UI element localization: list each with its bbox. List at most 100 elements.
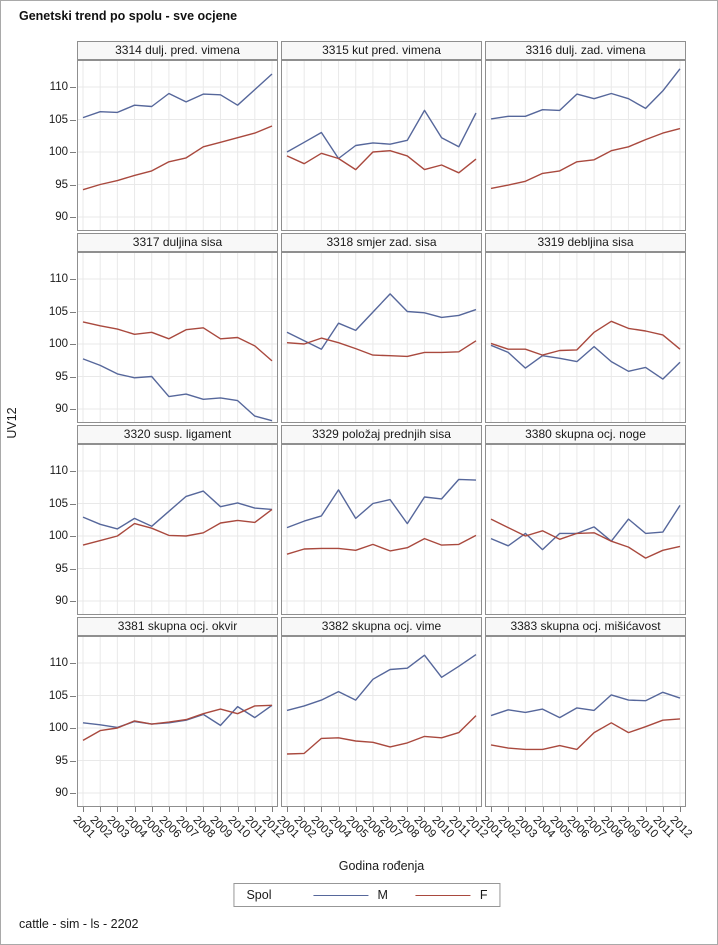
y-tick-mark	[70, 184, 76, 186]
y-tick-label: 95	[55, 178, 68, 191]
x-tick-mark	[628, 807, 630, 812]
panel-plot	[77, 444, 278, 615]
y-axis-ticks-row2: 110 105 100 95 90	[39, 233, 77, 425]
y-tick-mark	[70, 503, 76, 505]
y-tick-mark	[70, 87, 76, 88]
series-line-M	[286, 478, 477, 529]
y-tick-label: 100	[48, 530, 68, 542]
y-tick-label: 110	[49, 273, 68, 285]
y-tick-mark	[70, 152, 76, 153]
series-line-M	[286, 654, 477, 712]
panel-title: 3314 dulj. pred. vimena	[77, 41, 278, 60]
x-tick-mark	[476, 807, 477, 812]
y-tick-label: 90	[55, 211, 68, 223]
y-tick-label: 95	[55, 370, 68, 383]
legend-title: Spol	[246, 888, 272, 902]
y-tick-mark	[70, 376, 76, 378]
y-tick-label: 105	[48, 113, 68, 126]
series-line-F	[490, 320, 681, 356]
x-tick-mark	[220, 807, 222, 812]
y-tick-mark	[70, 601, 76, 602]
panel-plot	[77, 252, 278, 423]
legend-item-f: F	[415, 888, 488, 902]
panel-title: 3380 skupna ocj. noge	[485, 425, 686, 444]
series-line-F	[286, 149, 477, 174]
panel-plot	[281, 252, 482, 423]
x-tick-mark	[254, 807, 256, 812]
panel-title: 3317 duljina sisa	[77, 233, 278, 252]
x-tick-mark	[662, 807, 664, 812]
y-tick-label: 90	[55, 595, 68, 607]
legend-line-m-icon	[313, 894, 369, 896]
panel-plot	[77, 636, 278, 807]
x-tick-mark	[168, 807, 170, 812]
chart-panel-3383: 3383 skupna ocj. mišićavost	[485, 617, 686, 807]
panel-title: 3319 debljina sisa	[485, 233, 686, 252]
series-line-M	[286, 293, 477, 350]
x-tick-mark	[525, 807, 527, 812]
series-line-F	[82, 508, 273, 546]
chart-panel-3380: 3380 skupna ocj. noge	[485, 425, 686, 615]
y-tick-mark	[70, 663, 76, 664]
panel-title: 3320 susp. ligament	[77, 425, 278, 444]
chart-panel-3315: 3315 kut pred. vimena	[281, 41, 482, 231]
series-line-M	[490, 68, 681, 120]
chart-panel-3317: 3317 duljina sisa	[77, 233, 278, 423]
x-tick-mark	[407, 807, 409, 812]
chart-panel-3319: 3319 debljina sisa	[485, 233, 686, 423]
chart-panel-3329: 3329 položaj prednjih sisa	[281, 425, 482, 615]
series-line-M	[490, 691, 681, 719]
x-tick-mark	[151, 807, 153, 812]
y-axis-ticks-row1: 110 105 100 95 90	[39, 41, 77, 233]
panel-plot	[281, 636, 482, 807]
y-tick-mark	[70, 536, 76, 537]
series-line-F	[82, 321, 273, 362]
panel-title: 3318 smjer zad. sisa	[281, 233, 482, 252]
series-line-F	[286, 534, 477, 555]
y-tick-label: 90	[55, 403, 68, 415]
x-tick-mark	[559, 807, 561, 812]
chart-panel-3318: 3318 smjer zad. sisa	[281, 233, 482, 423]
x-tick-mark	[338, 807, 340, 812]
y-tick-label: 105	[48, 305, 68, 318]
series-line-M	[490, 505, 681, 551]
x-tick-mark	[491, 807, 492, 812]
panel-plot	[485, 60, 686, 231]
x-tick-mark	[272, 807, 273, 812]
x-axis-ticks-col1: 2001 2002 2003 2004 2005 2006 2007 2008 2009 2010…	[71, 807, 286, 859]
y-tick-label: 105	[48, 689, 68, 702]
series-line-M	[82, 490, 273, 530]
panel-title: 3383 skupna ocj. mišićavost	[485, 617, 686, 636]
x-tick-mark	[645, 807, 647, 812]
y-tick-label: 90	[55, 787, 68, 799]
y-axis-ticks-row4: 110 105 100 95 90	[39, 617, 77, 809]
series-line-M	[82, 73, 273, 119]
x-tick-mark	[372, 807, 374, 812]
panel-title: 3381 skupna ocj. okvir	[77, 617, 278, 636]
x-axis-ticks-col3: 2001 2002 2003 2004 2005 2006 2007 2008 2009 2010…	[479, 807, 694, 859]
x-tick-mark	[134, 807, 136, 812]
x-tick-mark	[390, 807, 392, 812]
x-tick-label: 2012	[667, 814, 695, 841]
chart-panel-3382: 3382 skupna ocj. vime	[281, 617, 482, 807]
y-tick-label: 110	[49, 657, 68, 669]
x-tick-mark	[117, 807, 119, 812]
chart-panel-3314: 3314 dulj. pred. vimena	[77, 41, 278, 231]
x-tick-mark	[424, 807, 426, 812]
figure-title: Genetski trend po spolu - sve ocjene	[19, 9, 238, 23]
series-line-F	[82, 704, 273, 742]
panel-title: 3315 kut pred. vimena	[281, 41, 482, 60]
y-tick-mark	[70, 471, 76, 472]
y-tick-mark	[70, 311, 76, 313]
panel-plot	[281, 444, 482, 615]
x-axis-ticks-col2: 2001 2002 2003 2004 2005 2006 2007 2008 2009 2010…	[275, 807, 490, 859]
series-line-M	[82, 358, 273, 422]
x-tick-mark	[680, 807, 681, 812]
y-tick-label: 110	[49, 81, 68, 93]
y-tick-mark	[70, 279, 76, 280]
x-tick-mark	[508, 807, 510, 812]
panel-title: 3316 dulj. zad. vimena	[485, 41, 686, 60]
series-line-M	[490, 344, 681, 380]
x-tick-mark	[542, 807, 544, 812]
